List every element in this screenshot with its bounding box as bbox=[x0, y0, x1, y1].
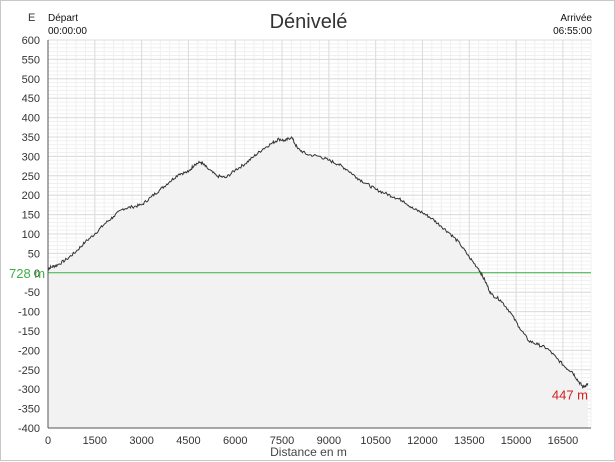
end-time: 06:55:00 bbox=[553, 26, 592, 37]
start-time: 00:00:00 bbox=[48, 26, 87, 37]
chart-title: Dénivelé bbox=[269, 11, 348, 33]
y-tick-label: 500 bbox=[22, 74, 40, 86]
x-tick-label: 10500 bbox=[360, 435, 391, 447]
x-axis-label: Distance en m bbox=[270, 445, 347, 459]
start-label: Départ bbox=[48, 13, 79, 24]
elevation-line bbox=[47, 136, 589, 389]
y-tick-label: 200 bbox=[22, 190, 40, 202]
y-tick-label: 450 bbox=[22, 93, 40, 105]
y-tick-label: -250 bbox=[18, 365, 40, 377]
y-tick-label: 0 bbox=[34, 268, 40, 280]
x-tick-label: 4500 bbox=[176, 435, 200, 447]
x-tick-label: 1500 bbox=[83, 435, 107, 447]
y-tick-label: -150 bbox=[18, 326, 40, 338]
x-tick-label: 6000 bbox=[223, 435, 247, 447]
y-tick-label: 350 bbox=[22, 132, 40, 144]
elevation-area bbox=[48, 137, 588, 428]
end-elevation-label: 447 m bbox=[552, 387, 588, 402]
x-tick-label: 9000 bbox=[317, 435, 341, 447]
x-tick-label: 3000 bbox=[129, 435, 153, 447]
y-tick-label: -200 bbox=[18, 345, 40, 357]
x-tick-label: 0 bbox=[45, 435, 51, 447]
y-tick-label: 550 bbox=[22, 54, 40, 66]
y-tick-label: 100 bbox=[22, 229, 40, 241]
x-tick-label: 12000 bbox=[407, 435, 438, 447]
x-tick-label: 15000 bbox=[501, 435, 532, 447]
y-tick-label: -400 bbox=[18, 423, 40, 435]
y-tick-label: 50 bbox=[28, 248, 40, 260]
y-tick-label: 400 bbox=[22, 113, 40, 125]
reference-label: 728 m bbox=[9, 266, 45, 281]
y-axis-label: E bbox=[28, 12, 36, 24]
y-tick-label: 600 bbox=[22, 35, 40, 47]
end-label: Arrivée bbox=[560, 13, 592, 24]
start-block: Départ 00:00:00 bbox=[48, 12, 87, 38]
x-tick-label: 13500 bbox=[454, 435, 485, 447]
y-tick-label: 250 bbox=[22, 171, 40, 183]
y-tick-label: -100 bbox=[18, 307, 40, 319]
end-block: Arrivée 06:55:00 bbox=[553, 12, 592, 38]
y-tick-label: 150 bbox=[22, 210, 40, 222]
x-tick-label: 7500 bbox=[270, 435, 294, 447]
y-tick-label: -350 bbox=[18, 404, 40, 416]
y-tick-label: -300 bbox=[18, 384, 40, 396]
y-tick-label: -50 bbox=[24, 287, 40, 299]
y-tick-label: 300 bbox=[22, 151, 40, 163]
x-tick-label: 16500 bbox=[548, 435, 579, 447]
